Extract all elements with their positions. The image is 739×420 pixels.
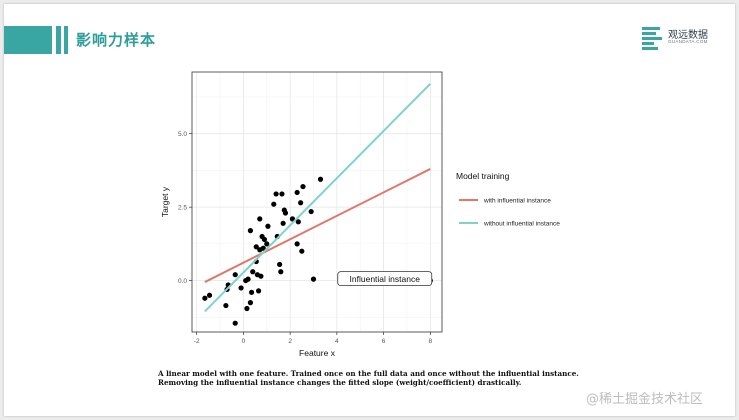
scatter-chart: -2 0 2 4 6 8 0.0 2.5 5.0 Influential instance Feat…: [160, 71, 560, 358]
y-tick-label: 5.0: [178, 131, 187, 138]
figure-caption: A linear model with one feature. Trained…: [158, 369, 579, 387]
legend-entry-label: without influential instance: [483, 220, 560, 227]
data-point: [255, 288, 262, 294]
plot-border: [191, 71, 443, 333]
header-accent-bar: [4, 26, 52, 54]
stacked-bars-logo-icon: [642, 27, 662, 50]
data-point: [250, 269, 256, 275]
data-point: [310, 276, 317, 282]
data-point: [264, 241, 270, 247]
data-point: [295, 219, 301, 225]
watermark: @稀土掘金技术社区: [586, 392, 704, 407]
data-point: [206, 292, 213, 298]
data-point: [257, 216, 263, 222]
slide: 影响力样本 观远数据 GUANDATA.COM -2 0 2 4 6 8 0.0 2.5 5.0…: [4, 4, 735, 416]
x-tick-label: 6: [382, 338, 386, 345]
x-tick-label: 0: [242, 338, 246, 345]
data-point: [273, 191, 279, 197]
data-point: [282, 210, 289, 216]
annotation-label: Influential instance: [350, 274, 421, 284]
data-point: [247, 300, 254, 306]
data-point: [277, 261, 283, 268]
data-point: [294, 189, 300, 196]
x-tick-label: 4: [335, 338, 339, 345]
annotation-box: [337, 271, 433, 287]
data-point: [271, 201, 277, 207]
header-accent-stripe-thin: [64, 26, 68, 54]
data-point: [294, 241, 300, 247]
legend-entry-label: with influential instance: [483, 197, 551, 204]
x-tick-label: 2: [288, 338, 292, 345]
fit-line-without-influential: [204, 83, 432, 313]
data-point: [248, 289, 255, 295]
data-point: [317, 176, 324, 182]
x-tick-label: 8: [429, 338, 433, 345]
logo-subtitle: GUANDATA.COM: [668, 39, 708, 44]
data-point: [202, 295, 208, 301]
data-point: [280, 220, 286, 226]
page-title: 影响力样本: [76, 31, 157, 49]
data-point: [279, 191, 285, 197]
data-point: [247, 228, 254, 234]
header-accent-stripe: [56, 26, 61, 54]
data-point: [289, 216, 296, 222]
data-point: [308, 208, 314, 215]
data-point: [238, 285, 244, 291]
data-point: [223, 302, 229, 309]
legend-title: Model training: [456, 171, 510, 181]
data-point: [300, 183, 306, 190]
data-point: [245, 276, 251, 282]
fit-line-with-influential: [204, 168, 431, 283]
x-tick-label: -2: [194, 338, 200, 345]
data-point: [299, 248, 305, 254]
y-axis-title: Target y: [160, 186, 170, 217]
logo-name: 观远数据: [668, 30, 708, 41]
data-point: [265, 223, 271, 229]
data-point: [260, 245, 266, 251]
data-point: [298, 200, 304, 206]
y-tick-label: 0.0: [178, 278, 187, 285]
data-point: [232, 320, 238, 326]
data-point: [278, 269, 284, 275]
x-axis-title: Feature x: [299, 348, 336, 358]
y-tick-label: 2.5: [178, 204, 187, 211]
data-point: [244, 305, 250, 312]
data-point: [261, 236, 268, 243]
data-point: [258, 273, 264, 279]
data-point: [253, 244, 259, 250]
data-point: [232, 272, 238, 278]
